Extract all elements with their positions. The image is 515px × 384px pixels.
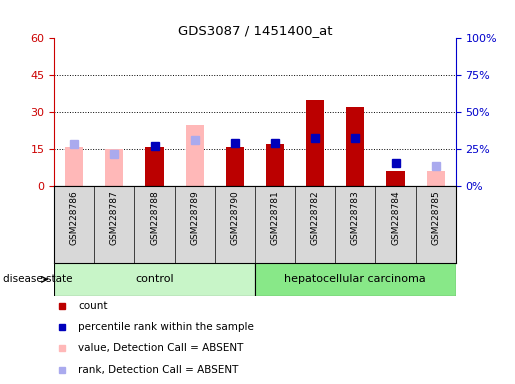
Bar	[65, 147, 83, 186]
Bar	[185, 125, 204, 186]
Bar	[54, 263, 255, 296]
Text: GSM228788: GSM228788	[150, 190, 159, 245]
Text: GSM228789: GSM228789	[190, 190, 199, 245]
Bar	[426, 172, 445, 186]
Text: GSM228787: GSM228787	[110, 190, 119, 245]
Text: rank, Detection Call = ABSENT: rank, Detection Call = ABSENT	[78, 364, 238, 375]
Text: disease state: disease state	[3, 274, 72, 285]
Bar	[255, 263, 456, 296]
Text: GSM228781: GSM228781	[270, 190, 280, 245]
Text: hepatocellular carcinoma: hepatocellular carcinoma	[284, 274, 426, 285]
Title: GDS3087 / 1451400_at: GDS3087 / 1451400_at	[178, 24, 332, 37]
Bar	[105, 149, 124, 186]
Bar	[266, 144, 284, 186]
Bar	[386, 172, 405, 186]
Text: percentile rank within the sample: percentile rank within the sample	[78, 322, 254, 333]
Text: GSM228785: GSM228785	[431, 190, 440, 245]
Text: GSM228786: GSM228786	[70, 190, 79, 245]
Text: count: count	[78, 301, 108, 311]
Text: value, Detection Call = ABSENT: value, Detection Call = ABSENT	[78, 343, 244, 354]
Text: GSM228782: GSM228782	[311, 190, 320, 245]
Bar	[145, 147, 164, 186]
Bar	[306, 100, 324, 186]
Text: control: control	[135, 274, 174, 285]
Text: GSM228790: GSM228790	[230, 190, 239, 245]
Text: GSM228783: GSM228783	[351, 190, 360, 245]
Text: GSM228784: GSM228784	[391, 190, 400, 245]
Bar	[226, 147, 244, 186]
Bar	[346, 108, 365, 186]
